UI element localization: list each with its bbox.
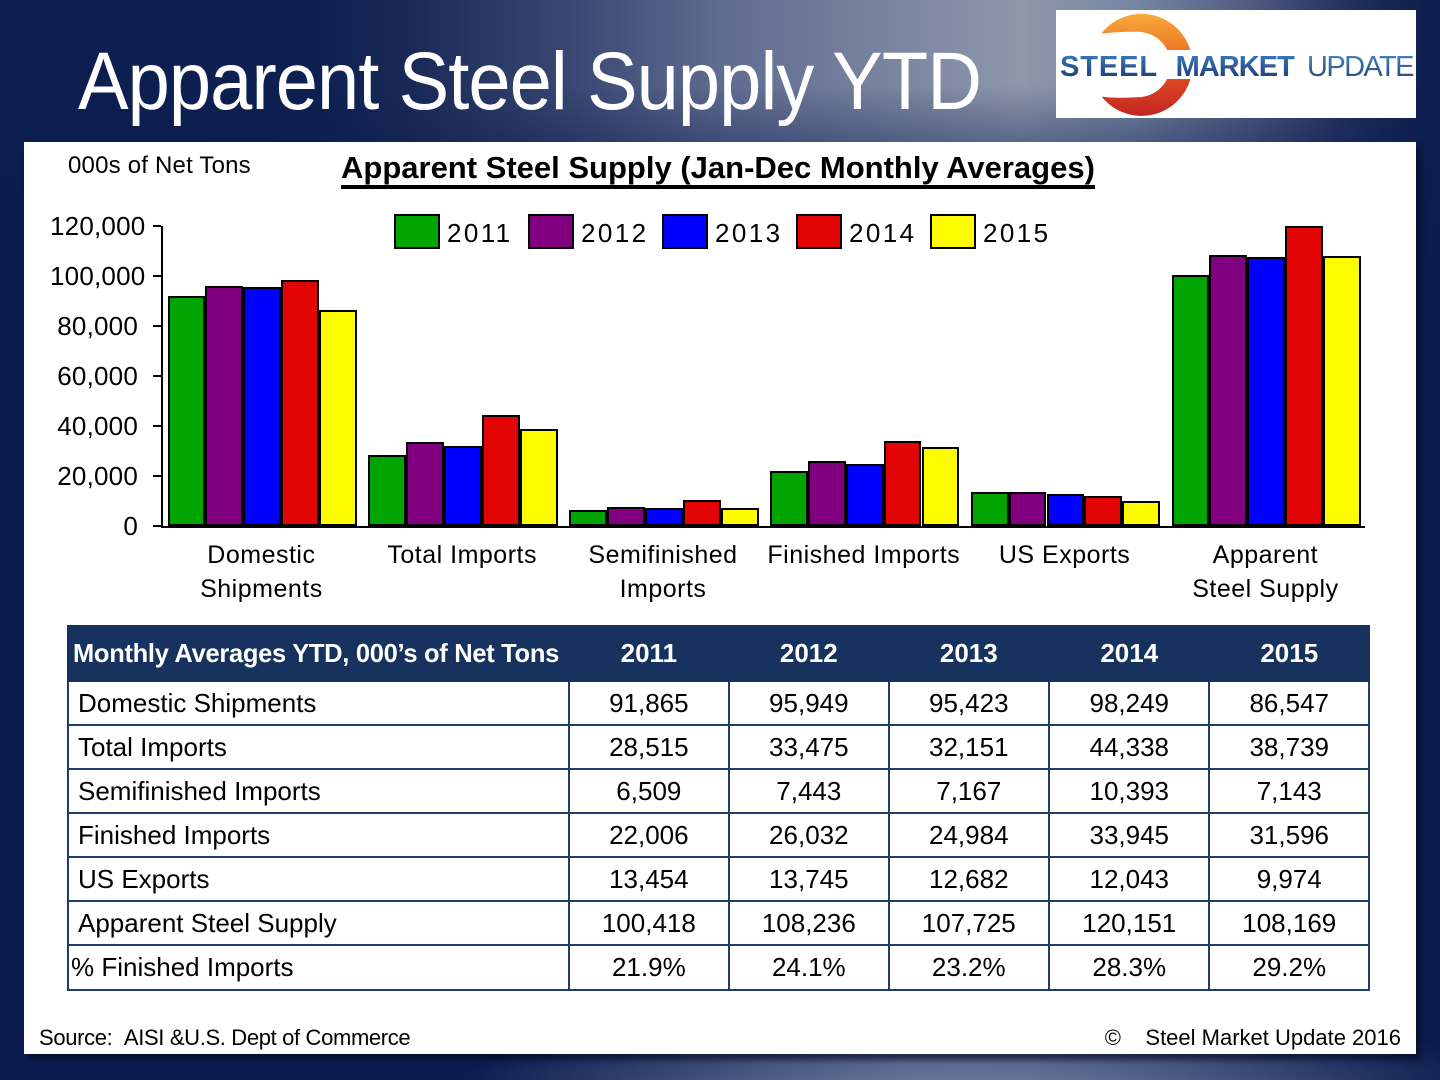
svg-text:MARKET: MARKET xyxy=(1176,51,1296,83)
svg-text:STEEL: STEEL xyxy=(1060,51,1158,83)
svg-text:UPDATE: UPDATE xyxy=(1307,51,1414,83)
